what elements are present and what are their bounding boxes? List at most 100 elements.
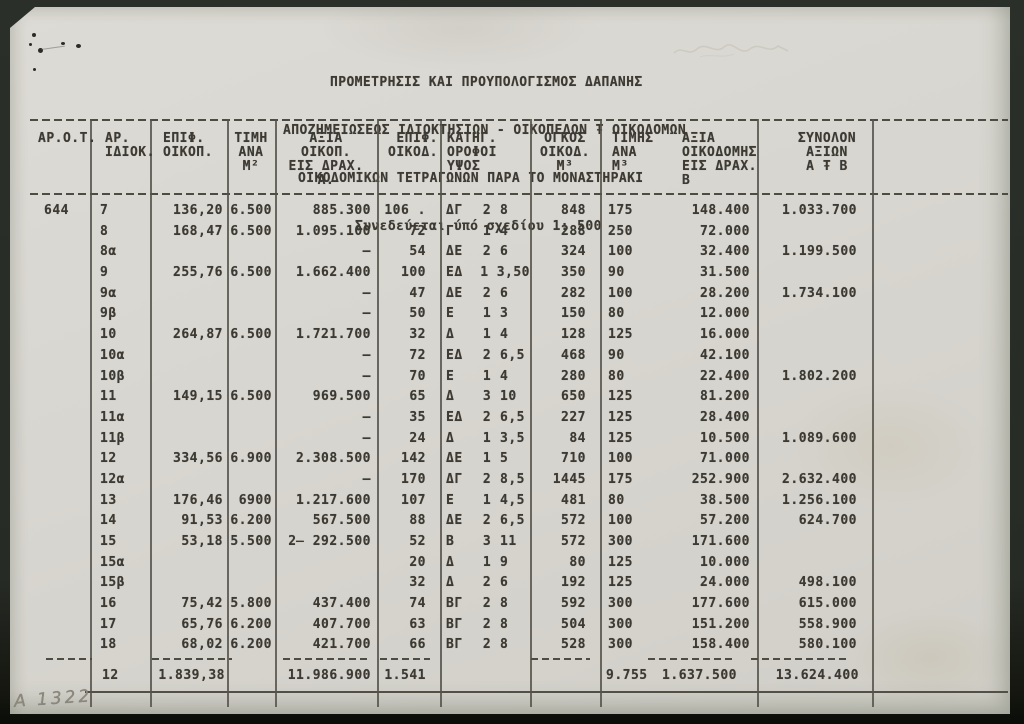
- cell-empty: [872, 615, 1008, 636]
- cell-katig-letter: ΒΓ: [446, 596, 463, 612]
- cell-epif-oikop: 255,76: [173, 265, 223, 281]
- cell-timi: 6.500: [230, 223, 272, 239]
- cell-epif-oikop: [150, 242, 227, 263]
- cell-timis-axia: 125 10.500: [600, 429, 757, 450]
- table-row: 9α – 47 ΔΕ 2 6 282 100 28.200 1.734.100: [30, 284, 1008, 305]
- cell-katigoria: Β 3 11: [440, 532, 530, 553]
- cell-ogkos: 288: [561, 223, 586, 239]
- cell-arot: [30, 346, 90, 367]
- total-timis-axia: 9.755 1.637.500: [600, 663, 757, 689]
- cell-arot: [30, 511, 90, 532]
- cell-timi: 6.200: [230, 513, 272, 529]
- cell-arot: [30, 491, 90, 512]
- table-header-row: ΑΡ.Ο.Τ. ΑΡ. ΙΔΙΟΚ. ΕΠΙΦ. ΟΙΚΟΠ. ΤΙΜΗ ΑΝΑ…: [30, 119, 1008, 193]
- cell-katigoria: Ε 1 4,5: [440, 491, 530, 512]
- header-epif-oikod: ΕΠΙΦ. ΟΙΚΟΔ.: [388, 131, 438, 160]
- cell-timis-m3: 100: [608, 244, 633, 260]
- cell-idiok: 12α: [100, 471, 125, 487]
- cell-katig-letter: ΔΕ: [446, 285, 463, 301]
- cell-timis-axia: 100 28.200: [600, 284, 757, 305]
- cell-arot: [30, 429, 90, 450]
- cell-ogkos: 481: [561, 492, 586, 508]
- cell-empty: [872, 222, 1008, 243]
- paper-sheet: ΠΡΟΜΕΤΡΗΣΙΣ ΚΑΙ ΠΡΟΥΠΟΛΟΓΙΣΜΟΣ ΔΑΠΑΝΗΣ Α…: [10, 7, 1010, 714]
- cell-epif-oikop: 149,15: [173, 389, 223, 405]
- cell-axia-oikod: 252.900: [691, 471, 750, 487]
- cell-empty: [872, 594, 1008, 615]
- cell-arot: [30, 553, 90, 574]
- cell-ogkos: 227: [561, 409, 586, 425]
- cell-empty: [872, 532, 1008, 553]
- cell-ogkos: 650: [561, 389, 586, 405]
- table-row: 644 7 136,20 6.500 885.300 106 . ΔΓ 2 8 848 175 148…: [30, 201, 1008, 222]
- cell-katigoria: ΔΕ 2 6,5: [440, 511, 530, 532]
- table-row: 12α – 170 ΔΓ 2 8,5 1445 175 252.900 2.632.400: [30, 470, 1008, 491]
- cell-timis-axia: 175 252.900: [600, 470, 757, 491]
- cell-empty: [872, 635, 1008, 656]
- cell-synolon: 2.632.400: [782, 471, 857, 487]
- cell-timis-axia: 125 24.000: [600, 573, 757, 594]
- cell-empty: [872, 367, 1008, 388]
- cell-epif-oikod: 50: [409, 306, 426, 322]
- cell-synolon: 624.700: [798, 513, 857, 529]
- cell-epif-oikop: [150, 304, 227, 325]
- cell-arot: [30, 325, 90, 346]
- cell-epif-oikop: [150, 429, 227, 450]
- cell-idiok: 10: [100, 327, 117, 343]
- cell-timi: 5.500: [230, 534, 272, 549]
- cell-katigoria: ΒΓ 2 8: [440, 635, 530, 656]
- cell-axia-oikop: 437.400: [312, 596, 371, 612]
- cell-empty: [872, 325, 1008, 346]
- cell-synolon: [757, 325, 872, 346]
- cell-orofoi: 2: [482, 596, 492, 612]
- table-row: 12 334,56 6.900 2.308.500 142 ΔΕ 1 5 710 100 71.00…: [30, 449, 1008, 470]
- cell-axia-oikod: 158.400: [691, 637, 750, 653]
- cell-timi: 5.800: [230, 596, 272, 612]
- cell-idiok: 9: [100, 265, 109, 281]
- cell-timis-m3: 100: [608, 285, 633, 301]
- total-axia-oikod: 1.637.500: [662, 668, 737, 683]
- cell-axia-oikop: –: [362, 368, 371, 384]
- cell-epif-oikod: 63: [409, 616, 426, 632]
- cell-arot: [30, 387, 90, 408]
- cell-idiok: 10β: [100, 368, 125, 384]
- title-line-1: ΠΡΟΜΕΤΡΗΣΙΣ ΚΑΙ ΠΡΟΥΠΟΛΟΓΙΣΜΟΣ ΔΑΠΑΝΗΣ: [330, 75, 643, 90]
- cell-katig-letter: Δ: [446, 389, 455, 405]
- table-row: 10 264,87 6.500 1.721.700 32 Δ 1 4 128 125 16.000: [30, 325, 1008, 346]
- cell-orofoi: 2: [482, 347, 492, 363]
- cell-ypsos: 6: [500, 575, 509, 591]
- cell-ypsos: 11: [500, 534, 517, 549]
- cell-timi: 6.500: [230, 327, 272, 343]
- cell-axia-oikod: 81.200: [700, 389, 750, 405]
- cell-orofoi: 1: [482, 554, 492, 570]
- cell-synolon: 580.100: [798, 637, 857, 653]
- total-axia-oikop: 11.986.900: [287, 668, 371, 683]
- table-vertical-line: [872, 119, 874, 707]
- cell-katig-letter: ΔΓ: [446, 471, 463, 487]
- cell-ypsos: 8: [500, 596, 509, 612]
- cell-ogkos: 350: [561, 265, 586, 281]
- cell-katig-letter: ΒΓ: [446, 616, 463, 632]
- cell-timis-m3: 125: [608, 554, 633, 570]
- table-vertical-line: [90, 119, 92, 707]
- total-arot: [30, 663, 90, 689]
- cell-epif-oikop: [150, 408, 227, 429]
- cell-axia-oikod: 24.000: [700, 575, 750, 591]
- cell-katig-letter: ΕΔ: [446, 265, 463, 281]
- cell-epif-oikop: [150, 470, 227, 491]
- cell-epif-oikop: [150, 553, 227, 574]
- cell-timis-m3: 125: [608, 430, 633, 446]
- cell-axia-oikop: 969.500: [312, 389, 371, 405]
- cell-timis-axia: 300 151.200: [600, 615, 757, 636]
- cell-orofoi: 2: [482, 203, 492, 218]
- cell-timis-axia: 80 38.500: [600, 491, 757, 512]
- cell-orofoi: 3: [482, 534, 492, 549]
- header-idiok: ΑΡ. ΙΔΙΟΚ.: [105, 131, 155, 160]
- cell-idiok: 9β: [100, 306, 117, 322]
- cell-katigoria: ΔΓ 2 8,5: [440, 470, 530, 491]
- table-row: 10β – 70 Ε 1 4 280 80 22.400 1.802.200: [30, 367, 1008, 388]
- cell-axia-oikod: 12.000: [700, 306, 750, 322]
- cell-synolon: [757, 387, 872, 408]
